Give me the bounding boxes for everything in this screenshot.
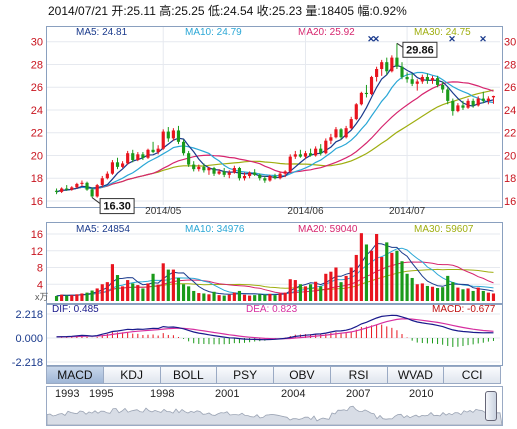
quote-high: 高:25.25 — [159, 4, 205, 18]
volume-tick-1: 12 — [31, 246, 43, 258]
tab-psy[interactable]: PSY — [217, 366, 274, 384]
price-right-tick-1: 28 — [504, 59, 516, 71]
price-left-tick-5: 20 — [31, 150, 43, 162]
price-left-tick-7: 16 — [31, 196, 43, 208]
price-left-tick-0: 30 — [31, 37, 43, 49]
tab-wvad[interactable]: WVAD — [387, 366, 445, 384]
price-left-tick-4: 22 — [31, 128, 43, 140]
ma10-label: MA10: 24.79 — [185, 27, 242, 38]
volume-tick-2: 8 — [37, 263, 43, 275]
navigator-history-area — [47, 405, 502, 425]
quote-close: 收:25.23 — [256, 4, 303, 18]
vol-ma30-label: MA30: 59607 — [414, 224, 474, 235]
macd-value-label: MACD: -0.677 — [432, 304, 496, 315]
vol-ma10-label: MA10: 34976 — [185, 224, 245, 235]
price-left-tick-2: 26 — [31, 82, 43, 94]
vol-ma5-label: MA5: 24854 — [76, 224, 130, 235]
quote-open: 开:25.11 — [111, 4, 156, 18]
price-right-tick-7: 16 — [504, 196, 516, 208]
quote-change: 幅:0.92% — [357, 4, 407, 18]
macd-tick-0: 2.218 — [15, 309, 43, 321]
macd-tick-2: -2.218 — [12, 357, 43, 369]
price-left-tick-1: 28 — [31, 59, 43, 71]
navigator-year-2004: 2004 — [281, 388, 306, 400]
ma20-label: MA20: 25.92 — [298, 27, 355, 38]
tab-rsi[interactable]: RSI — [330, 366, 388, 384]
tab-kdj[interactable]: KDJ — [103, 366, 161, 384]
price-panel[interactable] — [46, 26, 503, 208]
navigator-year-1993: 1993 — [55, 388, 80, 400]
navigator-year-2001: 2001 — [215, 388, 240, 400]
tab-cci[interactable]: CCI — [444, 366, 501, 384]
ma5-label: MA5: 24.81 — [76, 27, 128, 38]
vol-ma20-label: MA20: 59040 — [298, 224, 358, 235]
ma30-label: MA30: 24.75 — [414, 27, 471, 38]
range-navigator[interactable]: 1993 1995 1998 2001 2004 2007 2010 — [46, 386, 503, 426]
macd-tick-1: 0.000 — [15, 333, 43, 345]
quote-volume: 量:18405 — [305, 4, 355, 18]
dea-label: DEA: 0.823 — [246, 304, 298, 315]
price-right-tick-0: 30 — [504, 37, 516, 49]
quote-date: 2014/07/21 — [48, 4, 109, 18]
price-left-tick-6: 18 — [31, 173, 43, 185]
price-right-tick-3: 24 — [504, 105, 516, 117]
volume-tick-3: 4 — [37, 279, 43, 291]
indicator-tabs: MACD KDJ BOLL PSY OBV RSI WVAD CCI — [46, 366, 501, 384]
quote-low: 低:24.54 — [207, 4, 254, 18]
volume-tick-0: 16 — [31, 229, 43, 241]
navigator-year-2010: 2010 — [409, 388, 434, 400]
navigator-year-1995: 1995 — [89, 388, 114, 400]
tab-boll[interactable]: BOLL — [160, 366, 218, 384]
navigator-year-2007: 2007 — [346, 388, 371, 400]
dif-label: DIF: 0.485 — [52, 304, 99, 315]
price-left-tick-3: 24 — [31, 105, 43, 117]
navigator-area — [47, 405, 502, 425]
price-right-tick-5: 20 — [504, 150, 516, 162]
price-right-tick-2: 26 — [504, 82, 516, 94]
tab-obv[interactable]: OBV — [274, 366, 331, 384]
tab-macd[interactable]: MACD — [46, 366, 104, 384]
navigator-range-handle[interactable] — [485, 391, 497, 421]
price-right-tick-4: 22 — [504, 128, 516, 140]
navigator-year-1998: 1998 — [150, 388, 175, 400]
quote-header: 2014/07/21 开:25.11 高:25.25 低:24.54 收:25.… — [48, 2, 407, 19]
price-right-tick-6: 18 — [504, 173, 516, 185]
